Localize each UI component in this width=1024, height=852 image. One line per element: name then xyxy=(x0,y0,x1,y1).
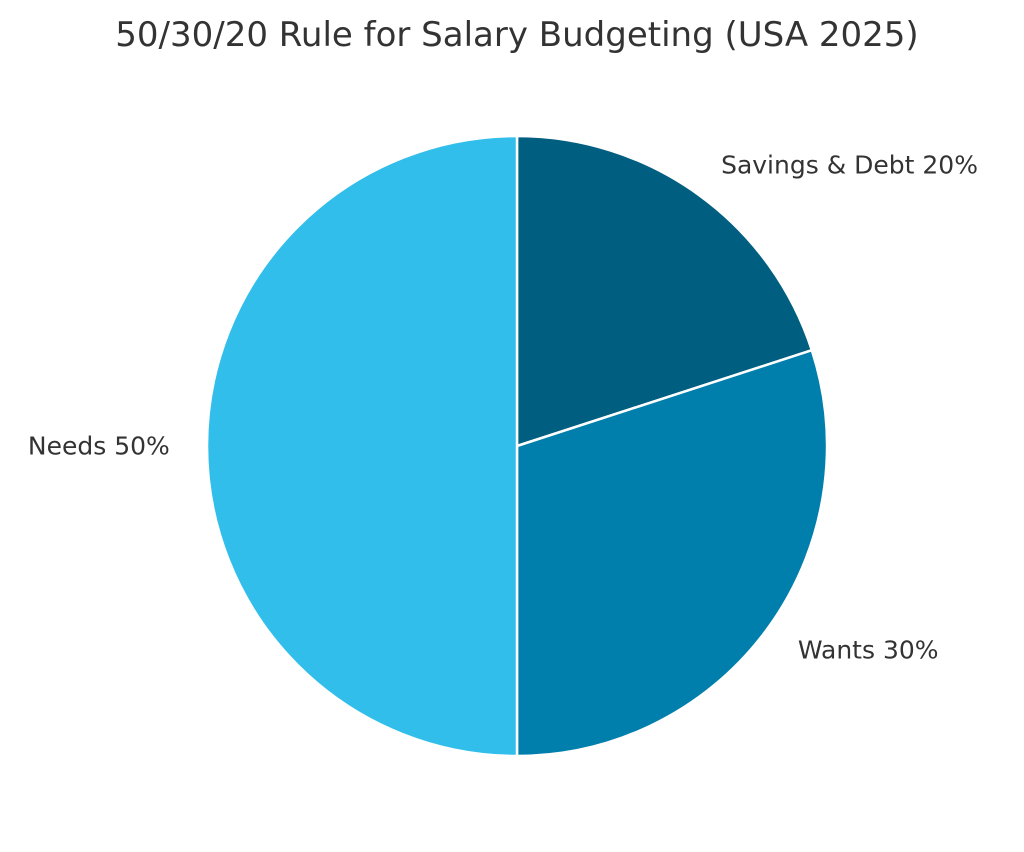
chart-title: 50/30/20 Rule for Salary Budgeting (USA … xyxy=(115,15,918,55)
pie-slice-savings-and-debt xyxy=(515,134,814,448)
pie-label-savings-and-debt: Savings & Debt 20% xyxy=(721,151,978,180)
pie-slice-wants xyxy=(515,348,829,758)
pie-slice-needs xyxy=(205,134,519,758)
pie-labels: Savings & Debt 20% Wants 30% Needs 50% xyxy=(28,151,978,665)
pie-slices xyxy=(205,134,829,758)
pie-label-wants: Wants 30% xyxy=(798,636,939,665)
pie-label-needs: Needs 50% xyxy=(28,432,170,461)
